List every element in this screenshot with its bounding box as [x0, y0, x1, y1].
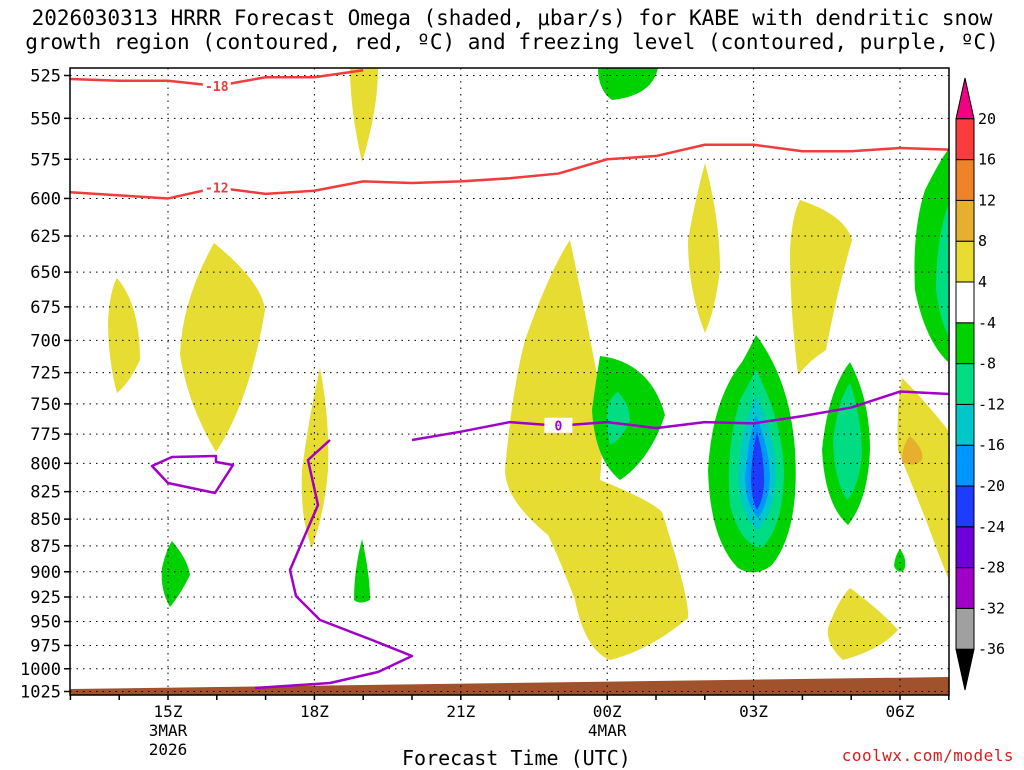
colorbar-swatch [955, 526, 975, 569]
y-tick-label: 775 [30, 425, 61, 445]
colorbar-swatch [955, 567, 975, 609]
y-tick-label: 750 [30, 395, 61, 415]
x-tick-label: 18Z [300, 702, 329, 721]
x-tick-date: 4MAR [588, 721, 627, 740]
omega-region-4 [301, 368, 329, 548]
colorbar-swatch [955, 322, 975, 365]
omega-region-7 [505, 240, 689, 660]
x-tick-label: 15Z [154, 702, 183, 721]
y-tick-label: 800 [30, 454, 61, 474]
x-tick-label: 21Z [446, 702, 475, 721]
omega-region-20 [902, 436, 923, 465]
omega-region-19 [897, 378, 948, 578]
freezing-level-loop [150, 439, 414, 690]
y-tick-label: 575 [30, 150, 61, 170]
contour-label: -18 [205, 80, 229, 95]
title-line-1: 2026030313 HRRR Forecast Omega (shaded, … [31, 6, 993, 30]
colorbar-label: 20 [978, 110, 996, 128]
colorbar-label: -16 [978, 436, 1005, 454]
y-axis: 525 550 575 600 625 650 675 700 725 750 775 800 825 8… [20, 67, 70, 703]
omega-region-22 [894, 549, 906, 572]
omega-region-18 [833, 383, 862, 500]
omega-region-6 [354, 539, 370, 603]
colorbar-label: -24 [978, 518, 1005, 536]
x-axis-title: Forecast Time (UTC) [402, 746, 631, 770]
y-tick-label: 825 [30, 483, 61, 503]
credit-link[interactable]: coolwx.com/models [841, 746, 1014, 765]
y-tick-label: 850 [30, 510, 61, 530]
colorbar-swatch [955, 607, 975, 650]
contour-lines: -18 -12 0 [70, 68, 949, 690]
y-tick-label: 675 [30, 298, 61, 318]
colorbar-label: -28 [978, 559, 1005, 577]
omega-region-2 [108, 278, 140, 393]
y-tick-label: 975 [30, 636, 61, 656]
colorbar-label: -4 [978, 314, 996, 332]
colorbar-label: -12 [978, 395, 1005, 413]
colorbar: -36 -32 -28 -24 -20 -16 -12 -8 -4 4 8 12 16 20 [955, 77, 1005, 691]
colorbar-label: -8 [978, 355, 996, 373]
colorbar-label: 16 [978, 151, 996, 169]
contour-label: 0 [554, 420, 562, 435]
contour-label: -12 [205, 182, 228, 197]
colorbar-swatch [955, 444, 975, 487]
colorbar-swatch [955, 159, 975, 201]
y-tick-label: 625 [30, 227, 61, 247]
colorbar-swatch [955, 485, 975, 528]
y-tick-label: 1025 [20, 683, 61, 703]
colorbar-swatch [955, 118, 975, 161]
contour-2 [411, 390, 949, 442]
colorbar-swatch [955, 240, 975, 283]
contour-1 [70, 143, 949, 200]
colorbar-swatch [955, 281, 975, 324]
colorbar-label: 4 [978, 273, 987, 291]
omega-region-9 [606, 392, 630, 445]
omega-region-10 [688, 163, 720, 333]
omega-region-3 [180, 243, 265, 452]
colorbar-label: -32 [978, 599, 1005, 617]
x-tick-label: 06Z [886, 702, 915, 721]
x-tick-label: 03Z [739, 702, 768, 721]
colorbar-label: 8 [978, 232, 987, 250]
y-tick-label: 725 [30, 364, 61, 384]
colorbar-swatch [955, 363, 975, 405]
y-tick-label: 600 [30, 189, 61, 209]
y-tick-label: 950 [30, 613, 61, 633]
x-tick-year: 2026 [149, 740, 188, 759]
colorbar-swatch [955, 403, 975, 446]
contour-label-bg [202, 77, 231, 93]
colorbar-label: -36 [978, 640, 1005, 658]
x-tick-date: 3MAR [149, 721, 188, 740]
omega-region-21 [827, 588, 898, 660]
gridlines [70, 68, 949, 695]
colorbar-swatch [955, 199, 975, 242]
colorbar-label: -20 [978, 477, 1005, 495]
y-tick-label: 1000 [20, 660, 61, 680]
omega-region-11 [790, 200, 852, 375]
contour-label-bg [544, 417, 573, 433]
contour-label-bg [202, 179, 231, 195]
omega-region-16 [751, 432, 765, 510]
omega-region-5 [161, 541, 190, 607]
omega-region-24 [936, 205, 948, 335]
colorbar-arrow-bottom [955, 648, 975, 691]
y-tick-label: 700 [30, 331, 61, 351]
omega-region-0 [350, 68, 378, 162]
x-tick-label: 00Z [593, 702, 622, 721]
y-tick-label: 900 [30, 563, 61, 583]
chart-title: 2026030313 HRRR Forecast Omega (shaded, … [0, 6, 1024, 54]
y-tick-label: 650 [30, 263, 61, 283]
terrain-strip [70, 677, 949, 695]
omega-shading [70, 68, 949, 695]
y-tick-label: 525 [30, 67, 61, 87]
colorbar-arrow-top [955, 77, 975, 120]
y-tick-label: 550 [30, 109, 61, 129]
y-tick-label: 925 [30, 588, 61, 608]
title-line-2: growth region (contoured, red, ºC) and f… [25, 30, 999, 54]
colorbar-label: 12 [978, 191, 996, 209]
y-tick-label: 875 [30, 537, 61, 557]
